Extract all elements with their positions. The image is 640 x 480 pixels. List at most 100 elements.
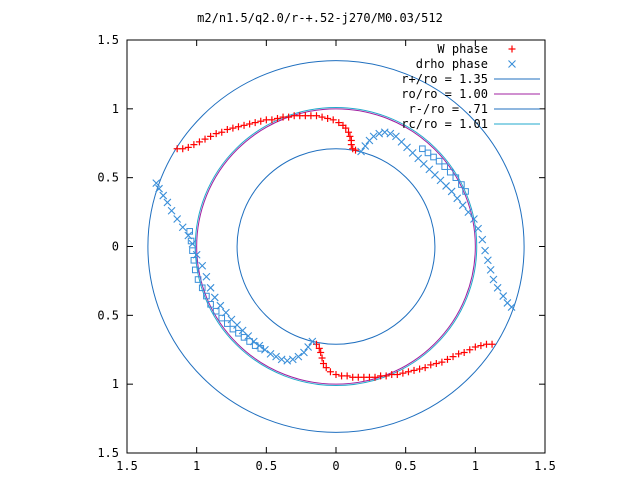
- data-point: [198, 261, 207, 270]
- data-point: [189, 247, 196, 254]
- data-point: [345, 128, 353, 136]
- data-point: [507, 303, 516, 311]
- y-tick-label: 1: [112, 377, 119, 391]
- data-point: [446, 168, 454, 176]
- data-point: [432, 360, 440, 368]
- data-point: [322, 364, 330, 372]
- y-tick-label: 0.5: [97, 308, 119, 322]
- y-tick-label: 1.5: [97, 446, 119, 460]
- data-point: [335, 119, 343, 127]
- y-tick-label: 0.5: [97, 171, 119, 185]
- circle-0: [147, 60, 525, 433]
- data-point: [455, 350, 463, 358]
- data-point: [332, 371, 340, 379]
- data-point: [421, 364, 429, 372]
- data-point: [388, 371, 396, 379]
- data-point: [207, 132, 215, 140]
- data-point: [377, 372, 385, 380]
- legend-label: rc/ro = 1.01: [401, 117, 488, 131]
- data-point: [268, 116, 276, 124]
- data-point: [471, 343, 479, 351]
- data-point: [300, 348, 308, 357]
- data-point: [462, 188, 469, 195]
- data-point: [167, 206, 176, 215]
- series-2: [186, 145, 469, 352]
- data-point: [493, 283, 502, 292]
- data-point: [257, 117, 265, 125]
- axis-ticks: 1.5 1 0.5 0 0.5 1 1.51.510.500.511.5: [97, 33, 556, 473]
- data-point: [179, 145, 187, 153]
- data-point: [235, 329, 242, 337]
- data-point: [489, 275, 498, 284]
- data-point: [240, 121, 248, 129]
- data-point: [326, 368, 334, 376]
- data-point: [159, 191, 168, 200]
- circle-2: [236, 148, 436, 345]
- data-point: [223, 125, 231, 133]
- data-point: [317, 349, 325, 357]
- data-point: [342, 124, 350, 132]
- x-tick-label: 1: [472, 459, 479, 473]
- data-point: [324, 114, 332, 122]
- data-point: [464, 208, 473, 216]
- data-point: [481, 246, 489, 255]
- data-point: [304, 343, 313, 351]
- data-point: [499, 292, 508, 300]
- data-point: [486, 266, 495, 274]
- data-point: [386, 129, 395, 138]
- data-point: [427, 361, 435, 369]
- data-point: [202, 272, 211, 281]
- series-1: [152, 128, 516, 365]
- x-tick-label: 1.5: [534, 459, 556, 473]
- data-point: [357, 147, 365, 156]
- data-point: [361, 142, 370, 150]
- data-point: [410, 366, 418, 374]
- data-point: [163, 198, 172, 207]
- data-point: [227, 315, 236, 324]
- data-point: [210, 293, 219, 302]
- data-point: [474, 224, 483, 233]
- legend-label: drho phase: [416, 57, 488, 71]
- data-point: [352, 146, 360, 154]
- data-point: [266, 349, 275, 358]
- data-point: [470, 215, 478, 223]
- data-point: [482, 340, 490, 348]
- data-point: [155, 184, 163, 193]
- legend-entry: rc/ro = 1.01: [401, 117, 540, 131]
- legend-entry: drho phase: [416, 57, 516, 71]
- data-point: [346, 132, 354, 140]
- data-point: [190, 141, 198, 149]
- x-tick-label: 0.5: [255, 459, 277, 473]
- data-point: [234, 123, 242, 131]
- data-point: [477, 342, 485, 350]
- legend-label: r+/ro = 1.35: [401, 72, 488, 86]
- data-point: [449, 353, 457, 361]
- data-point: [404, 368, 412, 376]
- data-point: [257, 345, 265, 352]
- data-point: [338, 372, 346, 380]
- legend-marker-swatch: [508, 60, 516, 68]
- data-point: [399, 369, 407, 377]
- data-point: [329, 116, 337, 124]
- data-point: [447, 187, 456, 196]
- data-point: [207, 301, 214, 308]
- data-point: [452, 174, 460, 181]
- legend-marker-swatch: [508, 45, 516, 53]
- legend-entry: r+/ro = 1.35: [401, 72, 540, 86]
- data-point: [224, 320, 231, 327]
- data-point: [347, 141, 355, 149]
- data-point: [184, 143, 192, 151]
- data-point: [312, 340, 320, 348]
- data-point: [458, 181, 465, 188]
- data-point: [212, 307, 220, 315]
- data-point: [190, 256, 198, 264]
- data-point: [478, 235, 487, 244]
- data-point: [246, 338, 253, 345]
- data-point: [187, 237, 195, 245]
- data-point: [430, 153, 437, 161]
- data-point: [438, 358, 446, 366]
- legend-entry: W phase: [437, 42, 516, 56]
- data-point: [419, 145, 426, 153]
- data-point: [435, 157, 443, 165]
